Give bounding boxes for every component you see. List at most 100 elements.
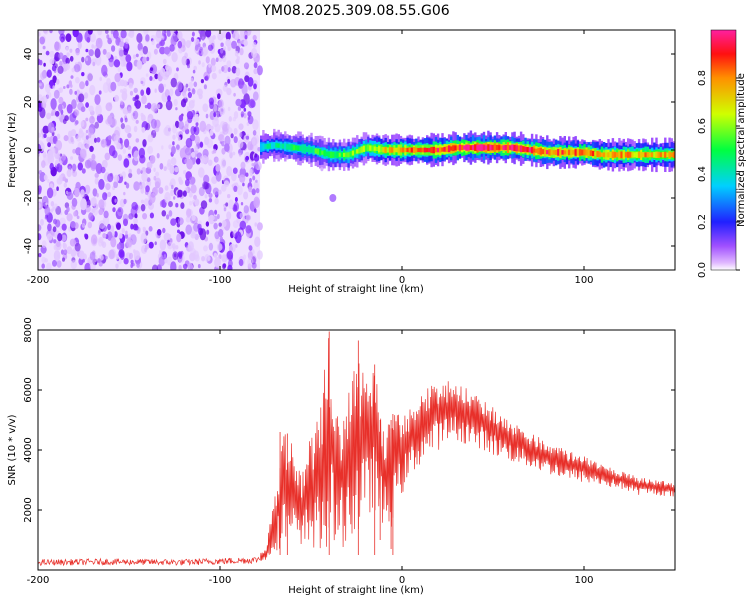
trace-cell: [552, 150, 556, 155]
x-tick-label: 100: [574, 575, 593, 586]
noise-speck: [38, 143, 42, 154]
trace-cell: [288, 144, 291, 150]
noise-speck: [190, 77, 194, 83]
noise-speck: [133, 87, 138, 94]
noise-speck: [154, 241, 157, 246]
trace-cell: [412, 146, 416, 154]
trace-cell: [565, 150, 569, 155]
trace-cell: [281, 143, 285, 149]
noise-speck: [53, 250, 61, 262]
noise-speck: [253, 161, 259, 170]
noise-speck: [251, 262, 257, 269]
noise-speck: [120, 58, 126, 67]
noise-speck: [213, 222, 218, 230]
x-tick-label: -200: [27, 275, 50, 286]
noise-speck: [239, 220, 247, 230]
noise-speck: [141, 95, 147, 105]
noise-speck: [233, 136, 238, 144]
noise-speck: [125, 230, 128, 235]
noise-speck: [59, 33, 66, 43]
trace-cell: [273, 142, 276, 149]
noise-speck: [113, 30, 119, 39]
noise-speck: [59, 60, 63, 67]
noise-speck: [71, 67, 75, 73]
trace-cell: [668, 151, 671, 159]
noise-speck: [222, 46, 227, 51]
noise-speck: [149, 193, 156, 204]
noise-speck: [238, 152, 242, 157]
noise-speck: [194, 198, 200, 207]
noise-speck: [89, 251, 96, 261]
noise-speck: [146, 87, 151, 96]
trace-cell: [672, 151, 675, 159]
noise-speck: [74, 187, 80, 198]
noise-speck: [235, 67, 241, 77]
noise-speck: [170, 189, 174, 197]
noise-speck: [51, 232, 55, 237]
noise-speck: [108, 58, 115, 68]
noise-speck: [136, 33, 143, 43]
noise-speck: [123, 158, 130, 168]
noise-speck: [140, 204, 146, 212]
trace-cell: [421, 147, 425, 153]
trace-cell: [356, 149, 359, 154]
trace-cell: [266, 143, 269, 149]
noise-speck: [189, 252, 196, 262]
noise-speck: [125, 182, 130, 189]
y-tick-label: 4000: [23, 437, 34, 462]
noise-speck: [218, 106, 226, 116]
noise-speck: [141, 126, 146, 133]
trace-cell: [450, 146, 453, 151]
noise-speck: [185, 224, 192, 235]
noise-speck: [112, 207, 116, 213]
noise-speck: [208, 242, 214, 251]
noise-speck: [244, 35, 248, 40]
noise-speck: [70, 75, 74, 79]
noise-speck: [187, 87, 191, 92]
trace-cell: [474, 144, 477, 151]
trace-cell: [517, 145, 521, 152]
noise-speck: [185, 216, 191, 223]
trace-cell: [327, 151, 331, 158]
noise-speck: [239, 212, 243, 219]
trace-cell: [659, 152, 663, 158]
trace-cell: [397, 146, 400, 154]
trace-cell: [388, 147, 392, 153]
noise-speck: [176, 233, 182, 243]
trace-cell: [637, 151, 641, 158]
noise-speck: [119, 173, 123, 177]
trace-cell: [487, 144, 490, 152]
noise-speck: [66, 206, 70, 213]
noise-speck: [224, 143, 230, 152]
noise-speck: [166, 214, 170, 220]
noise-speck: [145, 34, 150, 42]
noise-speck: [218, 69, 222, 74]
trace-cell: [661, 152, 665, 158]
noise-speck: [176, 81, 183, 92]
noise-speck: [58, 103, 63, 112]
noise-speck: [103, 210, 109, 219]
noise-speck: [205, 30, 212, 38]
noise-speck: [167, 241, 173, 250]
spectrogram-noise-region: [38, 30, 263, 270]
noise-speck: [110, 225, 115, 232]
noise-speck: [228, 199, 234, 210]
noise-speck: [71, 197, 78, 207]
trace-cell: [417, 148, 420, 152]
noise-speck: [222, 263, 226, 270]
noise-speck: [182, 263, 188, 270]
noise-speck: [119, 232, 123, 239]
noise-speck: [89, 33, 97, 43]
trace-cell: [631, 152, 634, 158]
noise-speck: [188, 81, 194, 89]
trace-cell: [635, 151, 639, 158]
noise-speck: [96, 137, 101, 143]
x-tick-label: 0: [399, 575, 405, 586]
y-tick-label: 40: [23, 48, 34, 61]
noise-speck: [207, 159, 213, 166]
noise-speck: [47, 142, 51, 148]
trace-cell: [391, 147, 394, 153]
noise-speck: [66, 191, 74, 200]
trace-cell: [303, 146, 307, 152]
